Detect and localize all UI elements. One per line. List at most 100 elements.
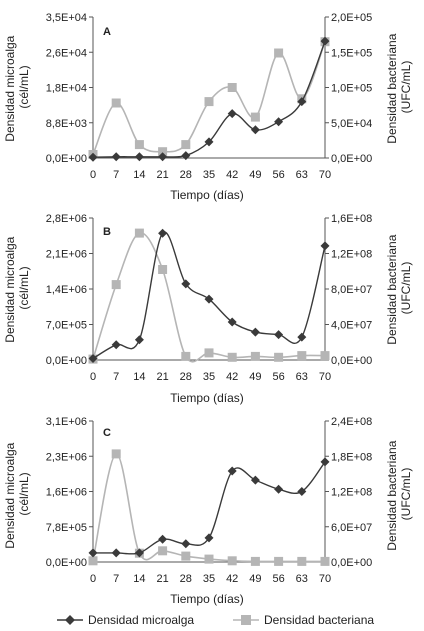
x-tick-label: 28 [180,371,192,383]
data-point-microalga [297,487,307,496]
data-point-microalga [274,484,284,494]
data-point-microalga [320,36,330,46]
data-point-microalga [320,457,330,467]
y-tick-label-right: 0,0E+00 [331,153,372,165]
x-tick-label: 0 [90,169,96,181]
data-point-bacteriana [181,551,191,561]
x-tick-label: 56 [272,371,284,383]
x-tick-label: 14 [133,371,145,383]
panel-c: C Densidad microalga (cél/mL) Densidad b… [3,416,413,606]
data-point-microalga [181,539,191,549]
data-point-bacteriana [204,97,214,107]
x-axis-label: Tiempo (días) [170,391,244,405]
x-tick-label: 21 [156,371,168,383]
data-point-bacteriana [274,556,284,566]
x-tick-label: 56 [272,169,284,181]
x-tick-label: 42 [226,371,238,383]
data-point-bacteriana [227,83,237,92]
x-tick-label: 42 [226,573,238,585]
x-tick-label: 35 [203,169,215,181]
y-tick-label-right: 1,8E+08 [331,451,372,463]
data-point-microalga [274,117,284,127]
y-tick-label-left: 2,8E+06 [46,213,87,225]
y-tick-label-right: 6,0E+07 [331,522,372,534]
x-tick-label: 7 [113,371,119,383]
data-point-microalga [250,475,260,485]
x-tick-label: 70 [319,573,331,585]
panel-label: B [103,226,111,238]
y-tick-label-left: 7,8E+05 [46,522,87,534]
y-axis-label-right: Densidad bacteriana (UFC/mL) [385,231,413,344]
data-point-microalga [204,533,214,543]
data-point-bacteriana [158,546,168,556]
x-tick-label: 14 [133,573,145,585]
panel-label: A [103,26,111,38]
legend-label: Densidad microalga [88,613,194,627]
data-point-bacteriana [250,112,260,122]
y-tick-label-left: 8,8E+03 [46,118,87,130]
data-point-bacteriana [181,351,191,361]
legend-diamond-marker [65,615,75,625]
x-tick-label: 0 [90,371,96,383]
x-tick-label: 21 [156,573,168,585]
data-point-bacteriana [274,48,284,58]
data-point-bacteriana [297,351,307,361]
x-tick-label: 42 [226,169,238,181]
x-tick-label: 56 [272,573,284,585]
data-point-bacteriana [320,351,330,361]
x-tick-label: 49 [249,169,261,181]
data-point-bacteriana [158,147,168,157]
legend-item-bacteriana: Densidad bacteriana [233,613,374,627]
data-point-bacteriana [227,352,237,362]
data-point-bacteriana [274,352,284,362]
legend-square-marker [241,615,251,625]
y-tick-label-left: 1,6E+06 [46,487,87,499]
data-point-bacteriana [134,140,144,150]
y-tick-label-right: 0,0E+00 [331,355,372,367]
data-point-bacteriana [250,556,260,566]
data-point-microalga [181,279,191,289]
y-axis-label-left: Densidad microalga (cél/mL) [3,439,31,548]
data-point-microalga [134,152,144,162]
y-tick-label-right: 4,0E+07 [331,320,372,332]
data-point-microalga [204,294,214,304]
x-tick-label: 63 [296,371,308,383]
y-tick-label-left: 0,0E+00 [46,355,87,367]
data-point-microalga [227,109,237,119]
x-axis-label: Tiempo (días) [170,592,244,606]
data-point-microalga [320,241,330,251]
y-tick-label-right: 5,0E+04 [331,118,372,130]
data-point-microalga [134,335,144,345]
data-point-microalga [204,137,214,147]
y-tick-label-right: 1,0E+05 [331,83,372,95]
y-axis-label-left: Densidad microalga (cél/mL) [3,32,31,141]
data-point-microalga [111,548,121,558]
y-tick-label-left: 2,3E+06 [46,451,87,463]
data-point-microalga [227,466,237,476]
x-tick-label: 70 [319,169,331,181]
data-point-microalga [158,534,168,544]
y-tick-label-right: 1,5E+05 [331,47,372,59]
panel-b: B Densidad microalga (cél/mL) Densidad b… [3,213,413,405]
x-tick-label: 49 [249,573,261,585]
panel-a: A Densidad microalga (cél/mL) Densidad b… [3,12,413,202]
y-tick-label-right: 2,0E+05 [331,12,372,24]
x-tick-label: 63 [296,169,308,181]
y-tick-label-right: 1,6E+08 [331,213,372,225]
data-point-microalga [134,548,144,558]
y-tick-label-left: 2,1E+06 [46,249,87,261]
x-tick-label: 35 [203,371,215,383]
data-point-microalga [181,151,191,161]
y-axis-label-left: Densidad microalga (cél/mL) [3,233,31,342]
data-point-microalga [227,317,237,327]
data-point-bacteriana [111,449,121,459]
data-point-microalga [158,228,168,238]
panel-label: C [103,427,111,439]
data-point-bacteriana [227,556,237,566]
x-tick-label: 7 [113,169,119,181]
data-point-microalga [158,152,168,162]
y-tick-label-left: 1,8E+04 [46,83,87,95]
x-tick-label: 35 [203,573,215,585]
data-point-microalga [274,330,284,340]
